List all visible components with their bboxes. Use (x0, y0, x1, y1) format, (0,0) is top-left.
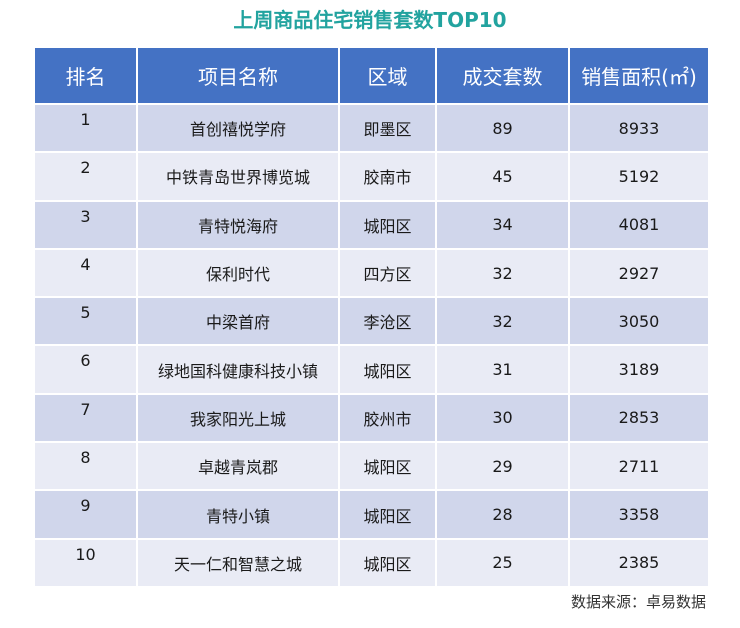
cell-area: 3189 (618, 360, 660, 380)
header-district: 区域 (340, 48, 437, 103)
cell-area: 8933 (618, 118, 660, 138)
cell-units: 28 (437, 491, 570, 538)
cell-project: 中梁首府 (138, 298, 340, 345)
cell-district: 城阳区 (340, 201, 437, 248)
cell-units: 89 (437, 105, 570, 152)
table-header-row: 排名 项目名称 区域 成交套数 销售面积(㎡) (35, 48, 708, 103)
table-row: 7 我家阳光上城 胶州市 30 2853 (35, 392, 708, 442)
cell-rank: 7 (35, 394, 138, 442)
cell-rank: 8 (35, 443, 138, 490)
table-row: 9 青特小镇 城阳区 28 3358 (35, 489, 708, 538)
table-row: 5 中梁首府 李沧区 32 3050 (35, 296, 708, 345)
cell-area: 3050 (618, 311, 660, 331)
cell-district: 城阳区 (340, 491, 437, 538)
cell-units: 34 (437, 201, 570, 248)
cell-rank: 9 (35, 491, 138, 538)
table-row: 8 卓越青岚郡 城阳区 29 2711 (35, 441, 708, 490)
cell-project: 绿地国科健康科技小镇 (138, 346, 340, 393)
cell-project: 我家阳光上城 (138, 394, 340, 442)
cell-area: 2711 (618, 456, 660, 476)
header-rank: 排名 (35, 48, 138, 103)
table-row: 1 首创禧悦学府 即墨区 89 8933 (35, 103, 708, 152)
cell-units: 30 (437, 394, 570, 442)
cell-rank: 1 (35, 105, 138, 152)
header-project: 项目名称 (138, 48, 340, 103)
cell-units: 31 (437, 346, 570, 393)
data-source-note: 数据来源：卓易数据 (570, 593, 706, 611)
header-area: 销售面积(㎡) (581, 65, 697, 89)
table-row: 4 保利时代 四方区 32 2927 (35, 247, 708, 297)
cell-area: 3358 (618, 505, 660, 525)
cell-district: 胶南市 (340, 153, 437, 200)
table-row: 10 天一仁和智慧之城 城阳区 25 2385 (35, 537, 708, 586)
cell-district: 城阳区 (340, 346, 437, 393)
cell-district: 四方区 (340, 249, 437, 297)
cell-rank: 2 (35, 153, 138, 200)
cell-rank: 4 (35, 249, 138, 297)
cell-project: 青特小镇 (138, 491, 340, 538)
sales-table: 排名 项目名称 区域 成交套数 销售面积(㎡) 1 首创禧悦学府 即墨区 89 … (35, 48, 708, 586)
cell-project: 天一仁和智慧之城 (138, 539, 340, 586)
cell-project: 青特悦海府 (138, 201, 340, 248)
cell-project: 卓越青岚郡 (138, 443, 340, 490)
cell-area: 2853 (618, 408, 660, 428)
cell-area: 4081 (618, 215, 660, 235)
cell-area: 2927 (618, 263, 660, 283)
table-title: 上周商品住宅销售套数TOP10 (233, 8, 507, 32)
cell-district: 城阳区 (340, 539, 437, 586)
cell-area: 2385 (618, 553, 660, 573)
cell-units: 25 (437, 539, 570, 586)
cell-rank: 6 (35, 346, 138, 393)
cell-district: 即墨区 (340, 105, 437, 152)
cell-units: 32 (437, 249, 570, 297)
cell-units: 29 (437, 443, 570, 490)
cell-project: 中铁青岛世界博览城 (138, 153, 340, 200)
cell-project: 首创禧悦学府 (138, 105, 340, 152)
cell-project: 保利时代 (138, 249, 340, 297)
header-units: 成交套数 (437, 48, 570, 103)
cell-district: 李沧区 (340, 298, 437, 345)
cell-units: 32 (437, 298, 570, 345)
cell-rank: 5 (35, 298, 138, 345)
cell-units: 45 (437, 153, 570, 200)
cell-district: 城阳区 (340, 443, 437, 490)
cell-rank: 3 (35, 201, 138, 248)
table-row: 2 中铁青岛世界博览城 胶南市 45 5192 (35, 151, 708, 200)
cell-district: 胶州市 (340, 394, 437, 442)
cell-area: 5192 (618, 166, 660, 186)
cell-rank: 10 (35, 539, 138, 586)
table-row: 6 绿地国科健康科技小镇 城阳区 31 3189 (35, 344, 708, 393)
table-row: 3 青特悦海府 城阳区 34 4081 (35, 199, 708, 248)
